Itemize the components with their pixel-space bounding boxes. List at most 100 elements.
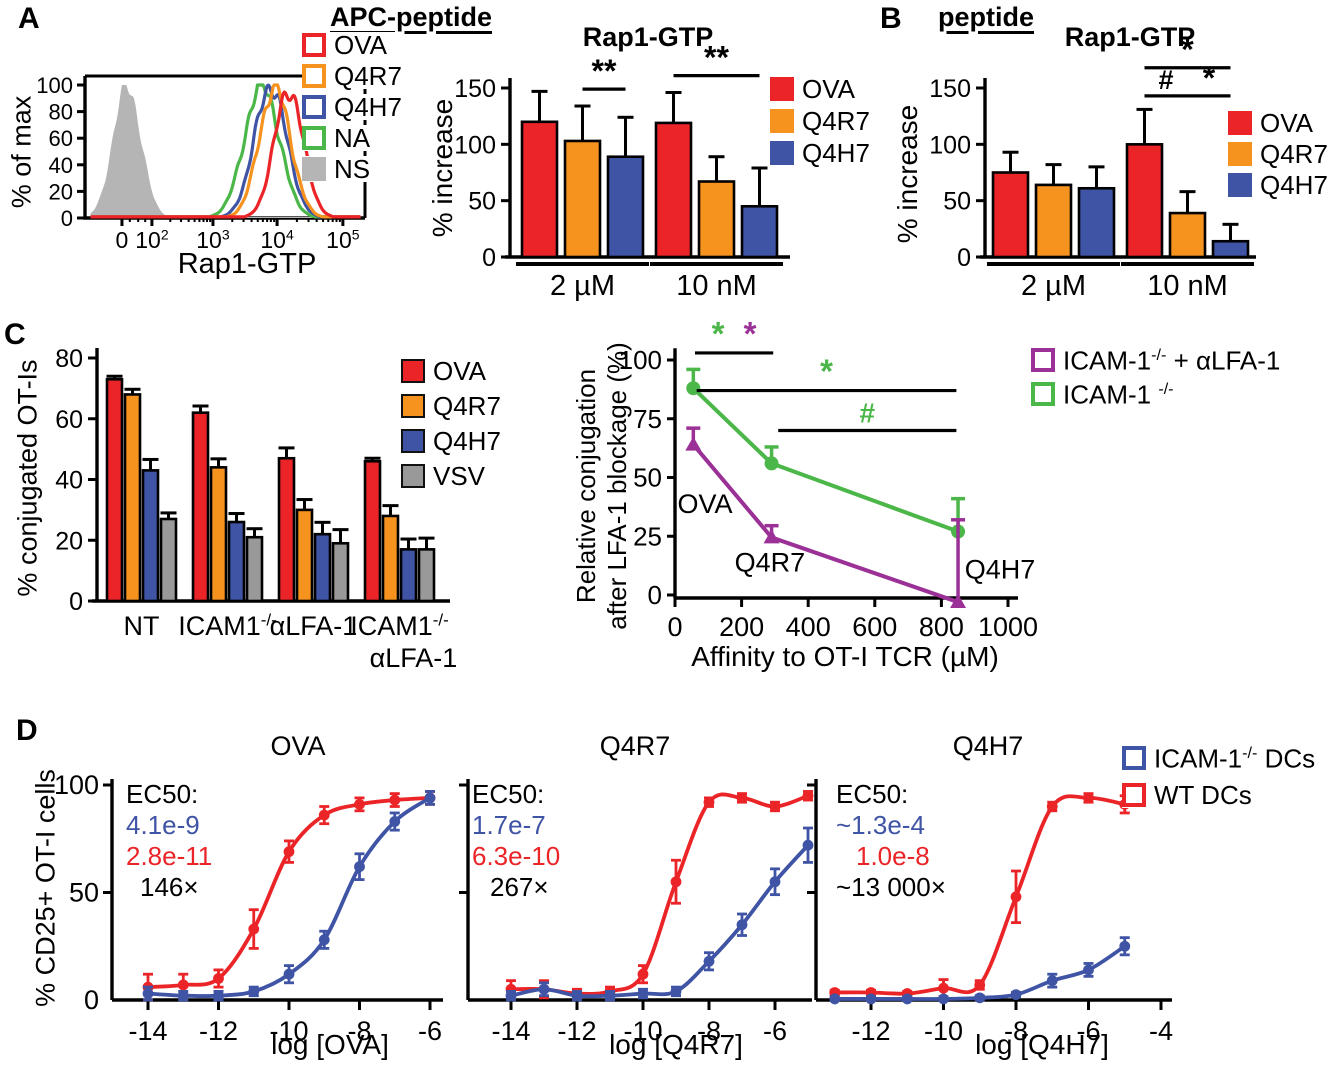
ec50-fold: ~13 000× — [836, 872, 946, 902]
svg-text:75: 75 — [633, 404, 662, 434]
legend-label: ICAM-1-/- + αLFA-1 — [1063, 345, 1281, 376]
ova-swatch — [302, 33, 326, 57]
svg-text:100: 100 — [54, 770, 99, 800]
svg-text:0: 0 — [116, 227, 129, 253]
svg-text:0: 0 — [667, 612, 682, 642]
svg-text:0: 0 — [84, 985, 99, 1015]
hist-y-axis-label: % of max — [6, 95, 37, 209]
svg-text:400: 400 — [786, 612, 831, 642]
svg-text:αLFA-1: αLFA-1 — [270, 611, 358, 641]
svg-text:-10: -10 — [924, 1016, 963, 1046]
legend-item-na: NA — [302, 125, 402, 151]
svg-text:Q4H7: Q4H7 — [965, 555, 1036, 585]
ec50-wt-value: 1.0e-8 — [856, 841, 930, 871]
panel-c-line-y-label-line1: Relative conjugation — [571, 368, 601, 604]
legend-label: OVA — [433, 356, 486, 386]
legend-item-q4h7: Q4H7 — [302, 94, 402, 120]
icam-dcs-swatch — [1122, 746, 1146, 771]
ova-swatch — [401, 359, 425, 383]
svg-text:50: 50 — [943, 188, 971, 216]
svg-text:100: 100 — [619, 345, 662, 375]
hist-legend: OVA Q4R7 Q4H7 NA NS — [302, 32, 402, 187]
svg-text:#: # — [860, 398, 876, 429]
svg-text:50: 50 — [468, 188, 496, 216]
svg-text:**: ** — [592, 53, 617, 89]
apc-peptide-header: APC-peptide — [330, 2, 492, 32]
svg-text:2 µM: 2 µM — [550, 270, 615, 302]
legend-item-ova: OVA — [401, 358, 501, 384]
legend-label: Q4R7 — [334, 61, 402, 91]
svg-text:100: 100 — [36, 73, 73, 98]
ova-swatch — [770, 77, 794, 101]
svg-text:40: 40 — [49, 153, 73, 178]
q4r7-swatch — [1228, 142, 1252, 166]
svg-text:-12: -12 — [851, 1016, 890, 1046]
rap1-apc-bars-plot: 0 50 100 150 2 µM 10 nM ** ** — [454, 40, 790, 302]
svg-text:*: * — [1181, 32, 1194, 68]
dose-q4r7-plot: -14 -12 -10 -8 -6 — [459, 779, 814, 1046]
svg-text:*: * — [712, 315, 725, 352]
svg-text:800: 800 — [919, 612, 964, 642]
na-swatch — [302, 126, 326, 150]
ec50-icam-value: 1.7e-7 — [472, 810, 546, 840]
rap1-peptide-bars-plot: 0 50 100 150 2 µM 10 nM * # * — [929, 32, 1256, 302]
dose-q4r7-title: Q4R7 — [599, 731, 671, 761]
panel-c-bar-y-label: % conjugated OT-Is — [12, 359, 43, 597]
legend-label: ICAM-1 -/- — [1063, 379, 1174, 410]
legend-label: Q4H7 — [334, 92, 402, 122]
svg-text:150: 150 — [929, 75, 971, 103]
svg-text:-14: -14 — [491, 1016, 530, 1046]
svg-text:ICAM1-/-: ICAM1-/- — [178, 610, 277, 641]
svg-text:0: 0 — [482, 244, 496, 272]
svg-text:**: ** — [704, 40, 729, 76]
panel-c-line-y-label-line2: after LFA-1 blockage (%) — [602, 342, 632, 630]
svg-text:50: 50 — [69, 878, 99, 908]
legend-label: Q4H7 — [802, 138, 870, 168]
ec50-wt-value: 2.8e-11 — [126, 841, 213, 871]
legend-label: NS — [334, 154, 371, 184]
svg-text:-10: -10 — [623, 1016, 662, 1046]
q4h7-swatch — [401, 429, 425, 453]
legend-item-q4h7: Q4H7 — [401, 428, 501, 454]
legend-label: VSV — [433, 461, 486, 491]
svg-text:Q4R7: Q4R7 — [735, 548, 806, 578]
svg-text:-4: -4 — [1149, 1016, 1173, 1046]
svg-text:0: 0 — [69, 588, 83, 616]
svg-text:2 µM: 2 µM — [1021, 270, 1086, 302]
legend-item-icam-dcs: ICAM-1-/- DCs — [1122, 745, 1316, 772]
rap1-gtp-title-a: Rap1-GTP — [582, 22, 714, 52]
svg-text:200: 200 — [719, 612, 764, 642]
svg-text:αLFA-1: αLFA-1 — [370, 643, 458, 673]
svg-text:10 nM: 10 nM — [1147, 270, 1228, 302]
svg-text:-12: -12 — [199, 1016, 238, 1046]
svg-text:-10: -10 — [269, 1016, 308, 1046]
legend-item-q4h7: Q4H7 — [770, 140, 870, 166]
svg-text:1000: 1000 — [978, 612, 1038, 642]
wt-dcs-swatch — [1122, 782, 1146, 807]
svg-text:100: 100 — [454, 131, 496, 159]
legend-item-q4h7: Q4H7 — [1228, 172, 1328, 198]
legend-label: NA — [334, 123, 371, 153]
svg-text:#: # — [1158, 65, 1173, 95]
svg-text:10 nM: 10 nM — [676, 270, 757, 302]
svg-text:-14: -14 — [128, 1016, 167, 1046]
legend-item-ova: OVA — [1228, 110, 1328, 136]
panel-b-bar-y-label: % increase — [892, 104, 923, 244]
svg-text:150: 150 — [454, 75, 496, 103]
legend-item-ns: NS — [302, 156, 402, 182]
svg-text:102: 102 — [135, 227, 169, 253]
svg-text:-8: -8 — [1004, 1016, 1028, 1046]
svg-text:-12: -12 — [557, 1016, 596, 1046]
svg-text:60: 60 — [49, 126, 73, 151]
svg-text:50: 50 — [633, 463, 662, 493]
panel-b-bar-legend: OVA Q4R7 Q4H7 — [1228, 110, 1328, 203]
legend-item-q4r7: Q4R7 — [302, 63, 402, 89]
legend-label: OVA — [802, 74, 855, 104]
icam-swatch — [1031, 381, 1055, 406]
q4h7-swatch — [770, 141, 794, 165]
svg-text:20: 20 — [55, 527, 83, 555]
svg-text:-6: -6 — [418, 1016, 442, 1046]
